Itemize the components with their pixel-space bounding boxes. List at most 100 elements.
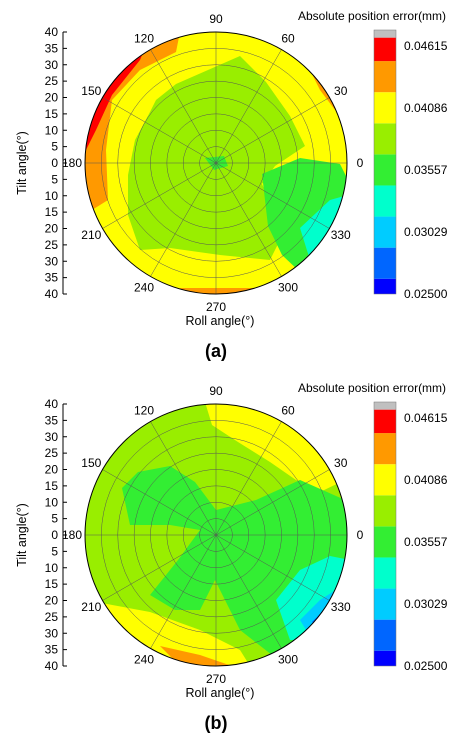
contour-region [96,602,250,666]
radial-tick-label: 25 [45,238,59,252]
radial-tick-label: 15 [45,577,59,591]
colorbar-block [374,557,396,589]
radial-tick-label: 20 [45,91,59,105]
angular-tick-label: 300 [278,281,298,295]
radial-tick-label: 40 [45,397,59,411]
x-axis-title: Roll angle(°) [186,314,255,328]
colorbar-tick-label: 0.04086 [404,101,448,115]
radial-tick-label: 20 [45,594,59,608]
angular-tick-label: 330 [331,600,351,614]
colorbar-block [374,247,396,279]
radial-tick-label: 5 [51,140,58,154]
angular-tick-label: 150 [81,456,101,470]
grid-spoke [150,162,217,277]
contour-region [85,36,150,150]
radial-tick-label: 35 [45,413,59,427]
angular-tick-label: 90 [209,12,223,26]
colorbar-block [374,650,396,666]
radial-tick-label: 20 [45,222,59,236]
grid-spoke [215,162,282,277]
colorbar-a: 0.04615 0.04086 0.03557 0.03029 0.02500 [373,29,448,301]
radial-tick-label: 0 [51,528,58,542]
radial-tick-label: 30 [45,254,59,268]
angular-tick-label: 330 [331,228,351,242]
angular-tick-label: 270 [206,300,226,314]
radial-tick-label: 25 [45,446,59,460]
angular-tick-label: 240 [134,281,154,295]
radial-tick-label: 10 [45,561,59,575]
radial-tick-label: 5 [51,512,58,526]
radial-tick-label: 10 [45,495,59,509]
colorbar-block [374,495,396,527]
radial-tick-label: 40 [45,25,59,39]
colorbar-block [374,409,396,434]
angular-tick-label: 300 [278,653,298,667]
colorbar-block [374,30,396,38]
colorbar-b: 0.04615 0.04086 0.03557 0.03029 0.02500 [373,401,448,673]
grid-spoke [102,162,217,229]
colorbar-block [374,619,396,651]
angular-tick-label: 0 [357,156,364,170]
radial-tick-label: 5 [51,544,58,558]
grid-spoke [215,534,330,601]
radial-tick-label: 15 [45,205,59,219]
radial-axis-a: 40 35 30 25 20 15 10 5 0 5 10 15 20 25 30 35 40 [45,25,67,301]
colorbar-block [374,278,396,294]
y-axis-title: Tilt angle(°) [15,131,29,195]
colorbar-tick-label: 0.03557 [404,163,448,177]
colorbar-tick-label: 0.04086 [404,473,448,487]
colorbar-block [374,464,396,496]
angular-tick-label: 60 [281,403,295,417]
radial-tick-label: 30 [45,58,59,72]
legend-title: Absolute position error(mm) [298,381,446,395]
grid-spoke [102,534,217,601]
colorbar-block [374,526,396,558]
panel-label: (b) [205,713,228,733]
radial-tick-label: 40 [45,287,59,301]
angular-tick-label: 240 [134,653,154,667]
angular-tick-label: 30 [334,84,348,98]
angular-tick-label: 180 [62,528,82,542]
grid-spoke [102,97,217,164]
radial-tick-label: 30 [45,626,59,640]
radial-tick-label: 0 [51,156,58,170]
angular-tick-label: 0 [357,528,364,542]
colorbar-tick-label: 0.02500 [404,659,448,673]
colorbar-block [374,123,396,155]
grid-spoke [150,534,217,649]
grid-spoke [215,469,330,536]
angular-tick-label: 210 [81,228,101,242]
grid-spoke [215,97,330,164]
radial-tick-label: 10 [45,189,59,203]
radial-tick-label: 15 [45,107,59,121]
radial-tick-label: 30 [45,430,59,444]
grid-spoke [150,49,217,164]
colorbar-tick-label: 0.03029 [404,225,448,239]
grid-spoke [102,469,217,536]
colorbar-block [374,433,396,465]
panel-label: (a) [205,341,227,361]
radial-axis-b: 40 35 30 25 20 15 10 5 0 5 10 15 20 25 30 35 40 [45,397,67,673]
radial-tick-label: 35 [45,643,59,657]
colorbar-block [374,61,396,93]
colorbar-tick-label: 0.04615 [404,411,448,425]
grid-spoke [215,49,282,164]
legend-title: Absolute position error(mm) [298,9,446,23]
radial-tick-label: 5 [51,172,58,186]
colorbar-block [374,588,396,620]
grid-spoke [150,421,217,536]
angular-tick-label: 120 [134,403,154,417]
polar-grid-a [85,32,347,294]
colorbar-block [374,185,396,217]
polar-boundary [84,31,348,295]
angular-tick-label: 60 [281,31,295,45]
angular-tick-label: 210 [81,600,101,614]
radial-tick-label: 25 [45,610,59,624]
colorbar-block [374,92,396,124]
polar-grid-b [85,404,347,666]
